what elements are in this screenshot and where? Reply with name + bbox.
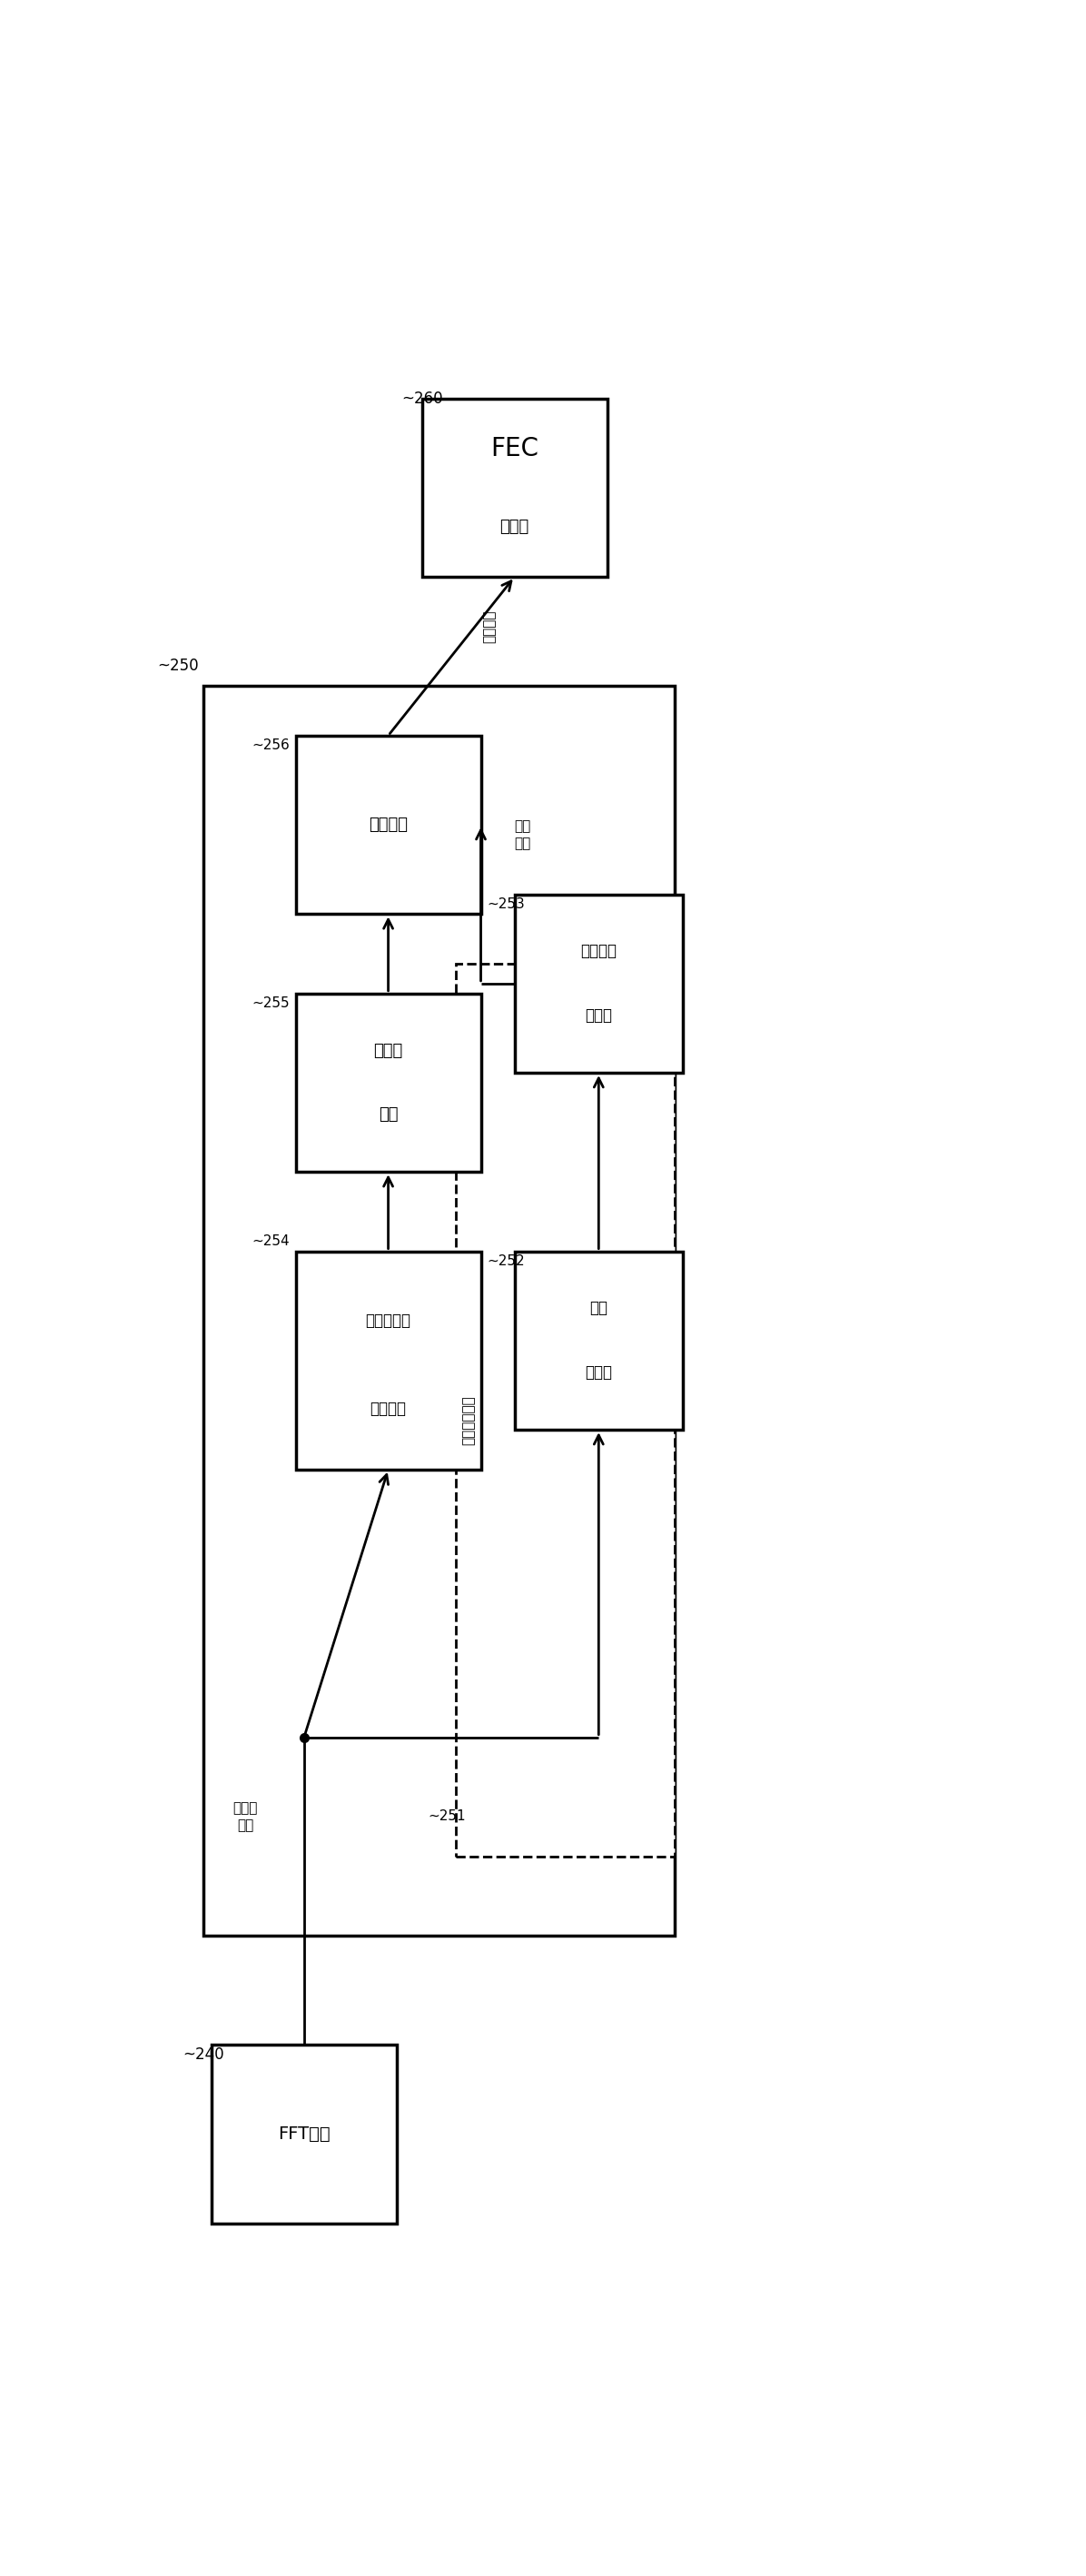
Text: 子载波相位: 子载波相位 — [366, 1314, 411, 1329]
Text: 加权
因子: 加权 因子 — [515, 819, 531, 850]
Text: 信道评估单元: 信道评估单元 — [462, 1396, 475, 1445]
Text: 加权因子: 加权因子 — [581, 943, 617, 958]
FancyBboxPatch shape — [203, 685, 674, 1935]
Text: ~240: ~240 — [182, 2045, 224, 2063]
Text: 规范化器: 规范化器 — [370, 1401, 406, 1417]
FancyBboxPatch shape — [422, 399, 607, 577]
FancyBboxPatch shape — [515, 1252, 683, 1430]
FancyBboxPatch shape — [456, 963, 674, 1857]
FancyBboxPatch shape — [515, 894, 683, 1072]
Text: FFT单元: FFT单元 — [278, 2125, 330, 2143]
Text: ~251: ~251 — [428, 1811, 466, 1824]
FancyBboxPatch shape — [295, 1252, 481, 1468]
Text: FEC: FEC — [491, 435, 539, 461]
Text: ~260: ~260 — [401, 389, 443, 407]
FancyBboxPatch shape — [295, 994, 481, 1172]
Text: 软决策值: 软决策值 — [482, 611, 496, 644]
Text: 加权单元: 加权单元 — [369, 817, 407, 832]
Text: 范数: 范数 — [590, 1301, 608, 1316]
Text: 解映射: 解映射 — [374, 1043, 403, 1059]
Text: ~250: ~250 — [157, 657, 199, 675]
Text: 单元: 单元 — [379, 1108, 397, 1123]
Text: ~252: ~252 — [488, 1255, 525, 1267]
Text: ~254: ~254 — [252, 1234, 289, 1249]
Text: 子载波
信号: 子载波 信号 — [232, 1801, 257, 1832]
Text: ~256: ~256 — [252, 739, 289, 752]
Text: ~253: ~253 — [488, 896, 525, 912]
FancyBboxPatch shape — [295, 737, 481, 914]
Text: 计算器: 计算器 — [585, 1365, 613, 1381]
Text: ~255: ~255 — [252, 997, 289, 1010]
Text: 解码器: 解码器 — [500, 518, 529, 536]
Text: 生成器: 生成器 — [585, 1007, 613, 1023]
FancyBboxPatch shape — [212, 2045, 396, 2223]
